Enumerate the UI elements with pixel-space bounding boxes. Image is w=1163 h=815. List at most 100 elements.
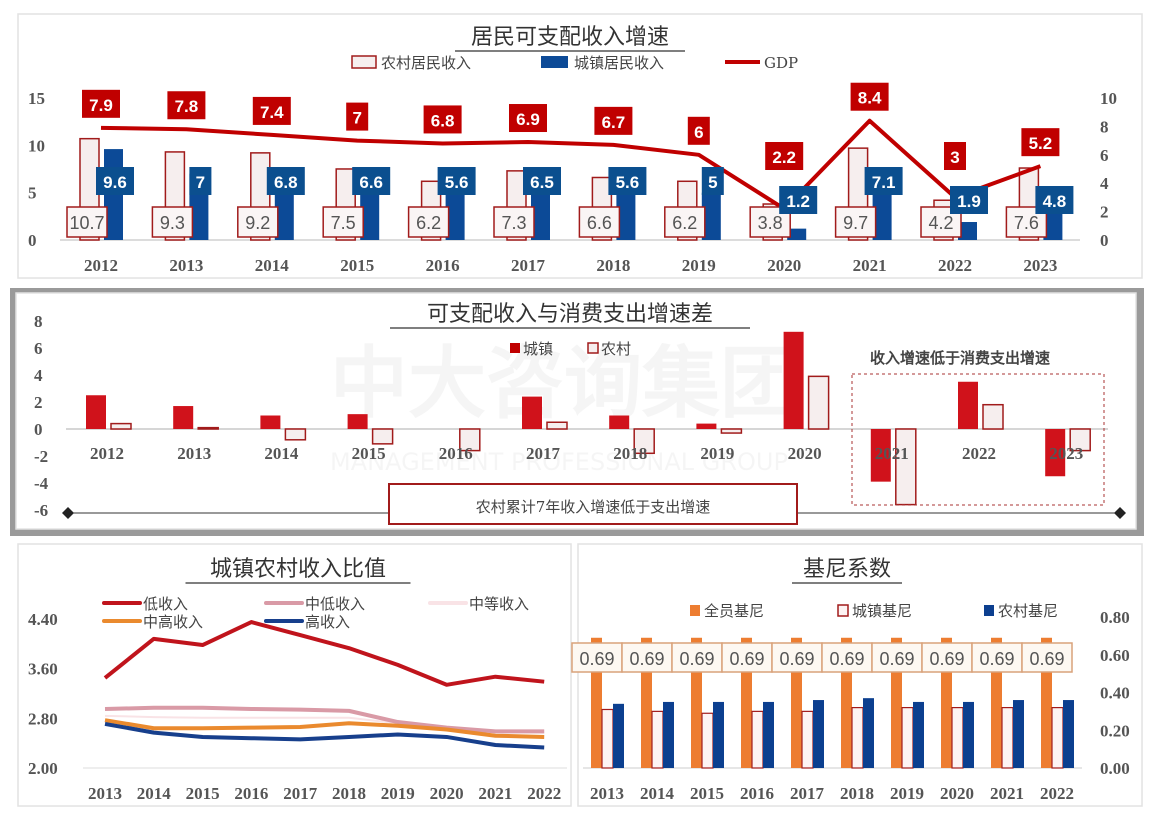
x-tick-label: 2021 xyxy=(478,784,512,803)
bar-total-gini xyxy=(991,637,1002,768)
data-label-box-gdp xyxy=(82,89,120,118)
y-tick-label-right: 4 xyxy=(1100,174,1109,193)
legend-swatch xyxy=(690,605,700,616)
bar-rural-gini xyxy=(963,701,974,768)
data-label-urban: 6.8 xyxy=(274,173,298,192)
y-tick-label: 8 xyxy=(34,312,43,331)
data-label-gdp: 7 xyxy=(352,109,361,128)
bar-rural xyxy=(720,428,743,434)
data-label-box-urban xyxy=(701,167,724,195)
data-label-total-gini: 0.69 xyxy=(629,649,664,669)
data-label-urban: 1.2 xyxy=(786,192,810,211)
y-tick-label-right: 10 xyxy=(1100,89,1117,108)
data-label-rural: 9.2 xyxy=(245,213,270,233)
x-tick-label: 2014 xyxy=(640,784,675,803)
data-label-total-gini: 0.69 xyxy=(779,649,814,669)
y-tick-label-right: 8 xyxy=(1100,117,1109,136)
data-label-gdp: 6.7 xyxy=(602,113,626,132)
data-label-box-urban xyxy=(352,167,391,195)
data-label-box-urban xyxy=(437,167,476,195)
bar-urban xyxy=(787,228,807,240)
data-label-gdp: 6.8 xyxy=(431,111,455,130)
bar-urban xyxy=(347,414,368,429)
x-tick-label: 2020 xyxy=(767,256,801,275)
x-tick-label: 2013 xyxy=(590,784,624,803)
bar-rural-gini xyxy=(913,701,924,768)
bar-urban xyxy=(870,429,891,482)
x-tick-label: 2021 xyxy=(990,784,1024,803)
data-label-total-gini: 0.69 xyxy=(679,649,714,669)
data-label-box-urban xyxy=(779,186,818,214)
data-label-box-rural xyxy=(834,206,877,238)
data-label-rural: 6.2 xyxy=(416,213,441,233)
data-label-box-urban xyxy=(1035,186,1074,214)
legend-label: 农村 xyxy=(601,340,631,358)
data-label-urban: 4.8 xyxy=(1043,192,1067,211)
data-label-total-gini: 0.69 xyxy=(929,649,964,669)
data-label-urban: 5.6 xyxy=(445,173,469,192)
data-label-box xyxy=(921,642,973,673)
y-tick-label: 2.00 xyxy=(28,759,58,778)
bar-urban-gini xyxy=(701,712,714,769)
data-label-box-urban xyxy=(523,167,561,195)
data-label-box-gdp xyxy=(167,91,206,120)
data-label-box-urban xyxy=(266,167,305,195)
legend-swatch-rural xyxy=(587,342,599,354)
data-label-box-urban xyxy=(189,167,212,195)
y-tick-label: -6 xyxy=(34,501,48,520)
x-tick-label: 2012 xyxy=(90,444,124,463)
y-tick-label-right: 6 xyxy=(1100,146,1109,165)
bar-total-gini xyxy=(941,637,952,768)
data-label-total-gini: 0.69 xyxy=(979,649,1014,669)
data-label-box-urban xyxy=(864,167,903,195)
x-tick-label: 2017 xyxy=(511,256,546,275)
data-label-box-gdp xyxy=(944,142,966,170)
data-label-box xyxy=(771,642,823,673)
bar-urban xyxy=(616,186,636,240)
data-label-gdp: 3 xyxy=(950,148,959,167)
legend-label: 高收入 xyxy=(305,613,350,631)
legend-label: 全员基尼 xyxy=(704,602,764,620)
bar-urban-gini xyxy=(951,706,964,769)
legend-label: 农村居民收入 xyxy=(381,54,471,72)
x-tick-label: 2012 xyxy=(84,256,118,275)
data-label-box-rural xyxy=(407,206,450,238)
x-tick-label: 2017 xyxy=(790,784,825,803)
x-tick-label: 2014 xyxy=(137,784,172,803)
bar-rural-gini xyxy=(713,701,724,768)
data-label-box-urban xyxy=(950,186,988,214)
data-label-box-urban xyxy=(608,167,647,195)
bar-rural xyxy=(284,428,307,441)
x-tick-label: 2015 xyxy=(186,784,220,803)
data-label-urban: 6.5 xyxy=(530,173,554,192)
bar-rural xyxy=(895,428,917,506)
data-label-box-rural xyxy=(578,206,621,238)
data-label-rural: 7.6 xyxy=(1014,213,1039,233)
bar-rural xyxy=(633,428,655,455)
y-tick-label: 0.00 xyxy=(1100,759,1130,778)
data-label-gdp: 2.2 xyxy=(772,148,796,167)
x-tick-label: 2023 xyxy=(1049,444,1083,463)
legend-label: 城镇 xyxy=(523,340,553,358)
line-series xyxy=(104,721,545,750)
bar-total-gini xyxy=(741,637,752,768)
bar-rural-gini xyxy=(813,700,824,768)
line-series xyxy=(104,718,545,739)
data-label-box-urban xyxy=(96,167,134,195)
x-tick-label: 2017 xyxy=(526,444,561,463)
data-label-box-rural xyxy=(151,206,194,238)
data-label-urban: 5.6 xyxy=(616,173,640,192)
x-tick-label: 2018 xyxy=(613,444,647,463)
y-tick-label: 0 xyxy=(34,420,43,439)
watermark-text: 中大咨询集团 xyxy=(330,339,798,429)
x-tick-label: 2019 xyxy=(381,784,415,803)
bar-total-gini xyxy=(641,637,652,768)
bar-urban xyxy=(696,423,717,429)
y-tick-label: 0.40 xyxy=(1100,684,1130,703)
data-label-box-gdp xyxy=(594,106,633,135)
y-tick-label: 4.40 xyxy=(28,610,58,629)
y-tick-label-left: 0 xyxy=(28,231,37,250)
